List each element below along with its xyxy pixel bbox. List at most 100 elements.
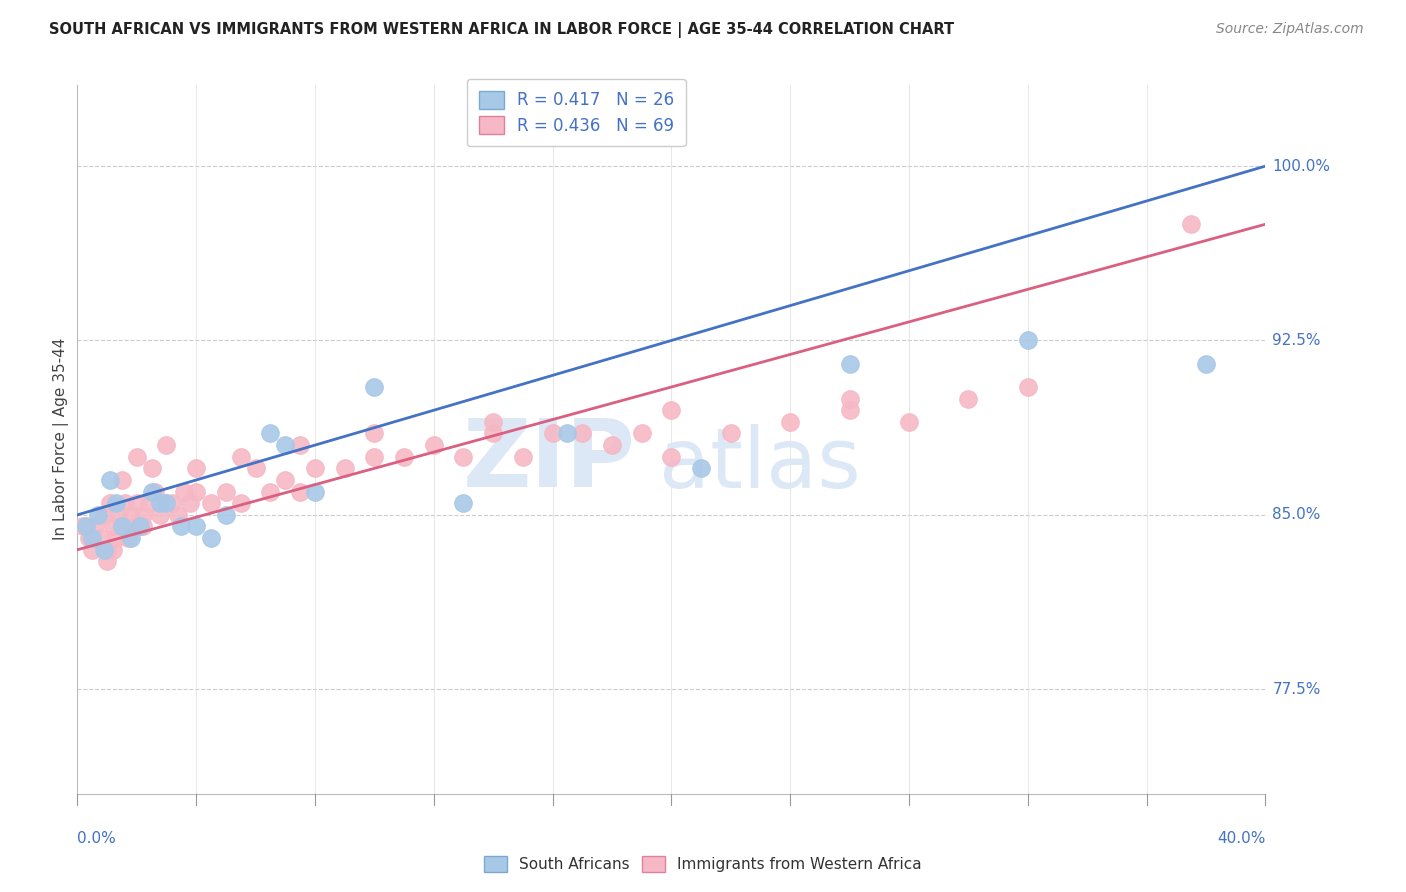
Point bbox=[173, 484, 195, 499]
Point bbox=[630, 426, 652, 441]
Point bbox=[898, 415, 921, 429]
Point bbox=[96, 554, 118, 568]
Point bbox=[111, 473, 134, 487]
Point bbox=[87, 508, 110, 522]
Point bbox=[98, 496, 121, 510]
Point bbox=[90, 531, 112, 545]
Point bbox=[101, 542, 124, 557]
Point bbox=[541, 426, 564, 441]
Point bbox=[162, 496, 184, 510]
Point bbox=[75, 519, 97, 533]
Point bbox=[125, 496, 148, 510]
Point bbox=[1017, 380, 1039, 394]
Point bbox=[186, 461, 208, 475]
Point bbox=[274, 438, 297, 452]
Point bbox=[779, 415, 801, 429]
Point bbox=[104, 496, 127, 510]
Point bbox=[453, 496, 475, 510]
Point bbox=[304, 484, 326, 499]
Point bbox=[179, 496, 201, 510]
Point bbox=[333, 461, 356, 475]
Point bbox=[149, 496, 172, 510]
Point bbox=[155, 438, 177, 452]
Point bbox=[229, 496, 252, 510]
Text: 40.0%: 40.0% bbox=[1218, 831, 1265, 846]
Point bbox=[111, 519, 134, 533]
Text: 92.5%: 92.5% bbox=[1272, 333, 1320, 348]
Point bbox=[482, 426, 505, 441]
Text: Source: ZipAtlas.com: Source: ZipAtlas.com bbox=[1216, 22, 1364, 37]
Point bbox=[93, 542, 115, 557]
Point bbox=[141, 484, 163, 499]
Point bbox=[690, 461, 713, 475]
Point bbox=[93, 508, 115, 522]
Point bbox=[141, 461, 163, 475]
Point bbox=[288, 484, 311, 499]
Point bbox=[1195, 357, 1218, 371]
Point bbox=[259, 484, 281, 499]
Point bbox=[838, 392, 860, 406]
Point bbox=[82, 531, 104, 545]
Point bbox=[128, 519, 150, 533]
Point bbox=[120, 508, 142, 522]
Text: 0.0%: 0.0% bbox=[77, 831, 117, 846]
Point bbox=[1180, 217, 1202, 231]
Point bbox=[131, 508, 153, 522]
Point bbox=[392, 450, 415, 464]
Point bbox=[304, 461, 326, 475]
Point bbox=[125, 450, 148, 464]
Point bbox=[200, 531, 222, 545]
Text: 85.0%: 85.0% bbox=[1272, 508, 1320, 523]
Point bbox=[114, 496, 136, 510]
Point bbox=[200, 496, 222, 510]
Text: 100.0%: 100.0% bbox=[1272, 159, 1330, 174]
Point bbox=[245, 461, 267, 475]
Point bbox=[288, 438, 311, 452]
Text: ZIP: ZIP bbox=[463, 415, 636, 507]
Point bbox=[661, 403, 683, 417]
Point bbox=[363, 450, 385, 464]
Point bbox=[149, 508, 172, 522]
Legend: South Africans, Immigrants from Western Africa: South Africans, Immigrants from Western … bbox=[477, 848, 929, 880]
Text: SOUTH AFRICAN VS IMMIGRANTS FROM WESTERN AFRICA IN LABOR FORCE | AGE 35-44 CORRE: SOUTH AFRICAN VS IMMIGRANTS FROM WESTERN… bbox=[49, 22, 955, 38]
Point bbox=[215, 484, 238, 499]
Point bbox=[131, 519, 153, 533]
Point bbox=[720, 426, 742, 441]
Point bbox=[98, 473, 121, 487]
Point bbox=[143, 484, 166, 499]
Point bbox=[363, 380, 385, 394]
Point bbox=[957, 392, 980, 406]
Point bbox=[167, 508, 190, 522]
Point bbox=[117, 531, 139, 545]
Point bbox=[128, 519, 150, 533]
Text: 77.5%: 77.5% bbox=[1272, 681, 1320, 697]
Point bbox=[186, 484, 208, 499]
Point bbox=[96, 542, 118, 557]
Point bbox=[229, 450, 252, 464]
Legend: R = 0.417   N = 26, R = 0.436   N = 69: R = 0.417 N = 26, R = 0.436 N = 69 bbox=[467, 78, 686, 146]
Point bbox=[108, 508, 131, 522]
Point bbox=[838, 357, 860, 371]
Point bbox=[661, 450, 683, 464]
Point bbox=[600, 438, 623, 452]
Point bbox=[423, 438, 446, 452]
Point bbox=[259, 426, 281, 441]
Point bbox=[482, 415, 505, 429]
Point bbox=[82, 542, 104, 557]
Point bbox=[72, 519, 94, 533]
Point bbox=[186, 519, 208, 533]
Point bbox=[453, 450, 475, 464]
Point bbox=[120, 531, 142, 545]
Point bbox=[104, 531, 127, 545]
Point bbox=[1017, 334, 1039, 348]
Point bbox=[215, 508, 238, 522]
Point bbox=[274, 473, 297, 487]
Y-axis label: In Labor Force | Age 35-44: In Labor Force | Age 35-44 bbox=[53, 338, 69, 541]
Point bbox=[84, 519, 107, 533]
Point bbox=[155, 496, 177, 510]
Point bbox=[363, 426, 385, 441]
Point bbox=[77, 531, 100, 545]
Point bbox=[512, 450, 534, 464]
Point bbox=[170, 519, 193, 533]
Text: atlas: atlas bbox=[659, 424, 862, 505]
